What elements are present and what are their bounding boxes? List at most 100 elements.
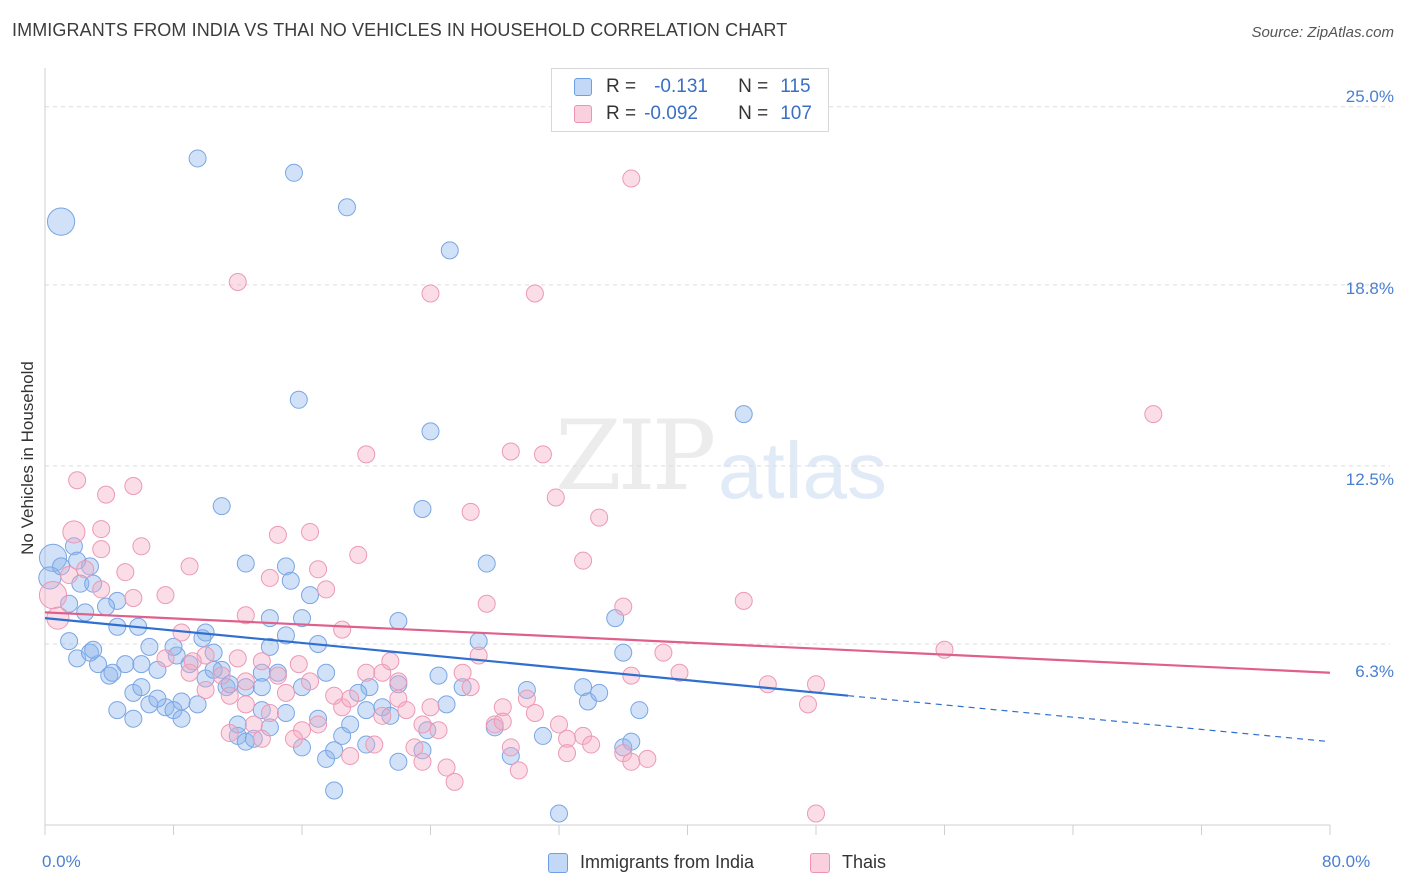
thai-point-20 (1144, 405, 1163, 424)
india-point-58 (108, 701, 127, 720)
legend-swatch-india (548, 852, 568, 873)
thai-point-97 (252, 729, 271, 748)
thai-point-2 (60, 566, 79, 585)
india-point-24 (281, 571, 300, 590)
thai-point-67 (525, 703, 544, 722)
thai-point-99 (220, 724, 239, 743)
india-point-7 (734, 405, 753, 424)
india-point-9 (413, 499, 432, 518)
thai-point-85 (670, 663, 689, 682)
india-point-93 (550, 804, 568, 823)
thai-point-62 (421, 698, 440, 717)
thai-point-38 (333, 620, 352, 639)
thai-point-96 (365, 735, 384, 754)
india-n-value: 115 (780, 76, 811, 97)
india-point-30 (293, 609, 311, 628)
source-label: Source: ZipAtlas.com (1251, 24, 1394, 41)
stats-row-india: R = -0.131 N = 115 (574, 74, 811, 100)
thai-point-26 (461, 502, 480, 521)
thai-point-0 (38, 581, 68, 610)
india-trend-extension (848, 695, 1331, 743)
india-point-6 (421, 422, 440, 441)
thai-point-65 (493, 698, 512, 717)
y-tick-label-18-8: 18.8% (1345, 279, 1394, 298)
thai-point-7 (92, 520, 111, 539)
india-point-38 (132, 655, 151, 674)
india-point-20 (97, 597, 116, 616)
thai-point-103 (413, 715, 432, 734)
chart-title: IMMIGRANTS FROM INDIA VS THAI NO VEHICLE… (12, 20, 788, 40)
legend-item-thai: Thais (810, 852, 886, 873)
india-point-15 (60, 594, 79, 613)
thai-point-21 (357, 445, 376, 464)
india-point-1 (188, 149, 207, 168)
thai-r-label: R = (606, 103, 637, 124)
india-point-70 (325, 741, 344, 760)
thai-point-81 (622, 752, 641, 771)
thai-point-82 (638, 749, 657, 768)
india-point-72 (341, 715, 360, 734)
x-tick-label-min: 0.0% (42, 852, 81, 871)
thai-point-61 (397, 701, 416, 720)
india-point-90 (614, 643, 633, 662)
thai-point-5 (62, 520, 86, 544)
india-point-35 (80, 643, 99, 662)
thai-point-77 (437, 758, 456, 777)
legend-item-india: Immigrants from India (548, 852, 754, 873)
india-point-100 (84, 640, 103, 659)
thai-point-94 (309, 715, 328, 734)
india-point-5 (289, 390, 308, 409)
india-point-23 (477, 554, 496, 573)
thai-point-24 (268, 525, 287, 544)
india-point-8 (212, 497, 231, 516)
india-point-37 (116, 655, 135, 674)
india-point-102 (148, 689, 167, 708)
india-point-107 (60, 632, 79, 651)
india-point-36 (100, 666, 119, 685)
thai-point-22 (501, 442, 520, 461)
thai-point-100 (373, 706, 392, 725)
thai-point-102 (493, 712, 512, 731)
india-point-114 (437, 695, 456, 714)
thai-point-76 (413, 752, 432, 771)
thai-point-27 (546, 488, 565, 507)
thai-point-8 (97, 485, 116, 504)
india-point-48 (317, 663, 336, 682)
india-trend-line (44, 617, 849, 697)
india-point-85 (574, 678, 593, 697)
y-tick-label-25: 25.0% (1345, 87, 1394, 106)
thai-point-79 (509, 761, 528, 780)
thai-point-50 (268, 666, 287, 685)
x-tick-label-max: 80.0% (1322, 852, 1371, 871)
thai-point-14 (124, 589, 143, 608)
thai-point-40 (156, 649, 175, 668)
watermark-atlas: atlas (718, 426, 887, 515)
india-point-84 (533, 726, 552, 745)
watermark-zip: ZIP (555, 400, 716, 512)
thai-point-91 (260, 703, 279, 722)
india-point-61 (172, 709, 191, 728)
india-point-25 (301, 586, 320, 605)
y-tick-label-12-5: 12.5% (1345, 470, 1394, 489)
india-point-52 (103, 663, 122, 682)
thai-point-4 (92, 580, 111, 599)
thai-point-16 (228, 272, 247, 291)
india-point-110 (260, 637, 279, 656)
india-point-99 (132, 678, 151, 697)
thai-point-98 (284, 729, 303, 748)
india-point-80 (429, 666, 448, 685)
thai-point-32 (574, 551, 593, 570)
india-point-73 (357, 701, 376, 720)
thai-point-52 (301, 672, 320, 691)
thai-point-28 (590, 508, 609, 527)
thai-point-18 (525, 284, 544, 303)
thai-point-78 (445, 772, 464, 791)
thai-point-84 (654, 643, 673, 662)
thai-point-13 (156, 586, 175, 605)
india-point-10 (38, 543, 68, 572)
india-point-67 (276, 703, 295, 722)
thai-point-101 (582, 735, 601, 754)
thai-point-12 (132, 537, 151, 556)
thai-n-label: N = (738, 103, 769, 124)
thai-n-value: 107 (780, 103, 812, 124)
